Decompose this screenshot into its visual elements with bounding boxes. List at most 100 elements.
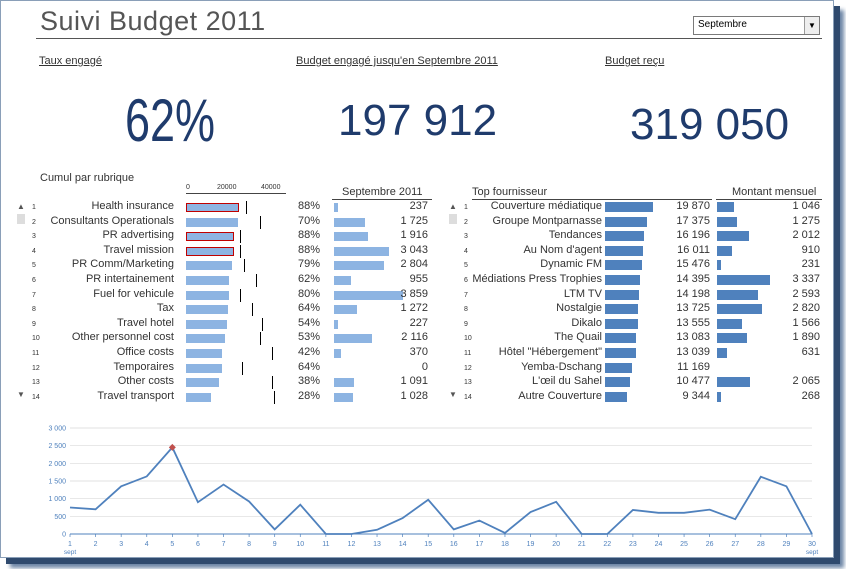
month-dropdown-value: Septembre [698,19,747,30]
fournisseur-total-bar [605,348,637,358]
fournisseur-name: Dikalo [468,317,602,329]
rubrique-month-value: 1 725 [400,214,428,227]
fournisseur-total-value: 13 555 [676,316,710,329]
rubrique-percent: 64% [297,302,320,315]
rubrique-name: Tax [156,302,174,315]
row-number: 1 [32,204,36,211]
scroll-up-icon[interactable]: ▲ [449,202,457,211]
fournisseur-month-value: 2 593 [792,287,820,300]
fournisseur-total-bar [605,260,643,271]
fournisseur-total-value: 10 477 [676,375,710,388]
rubrique-percent: 54% [297,316,320,329]
chart-x-tick-label: 1 [68,541,72,548]
budget-recu-value: 319 050 [630,100,790,149]
rubrique-month-bar [334,392,353,402]
rubrique-name: Travel hotel [116,316,174,329]
fournisseur-name-text: Yemba-Dschang [521,360,602,373]
rubrique-row: 2 Consultants Operationals 70% 1 725 [0,215,440,230]
scroll-down-icon[interactable]: ▼ [449,390,457,399]
fournisseur-row: 6 Médiations Press Trophies 14 395 3 337 [0,273,830,288]
rubrique-month-value: 1 272 [400,302,428,315]
scroll-down-icon[interactable]: ▼ [17,390,25,399]
scroll-thumb[interactable] [449,214,457,224]
fournisseur-month-bar [717,318,743,329]
fournisseur-total-bar [605,377,631,388]
rubrique-engaged-bar [186,276,230,285]
fournisseur-month-header: Montant mensuel [732,186,817,198]
row-number: 10 [464,335,472,343]
chevron-down-icon[interactable]: ▼ [804,17,819,34]
rubrique-name: Health insurance [91,200,174,212]
rubrique-month-bar [334,276,352,285]
row-number: 3 [464,233,468,241]
rubrique-engaged-bar [186,392,211,402]
fournisseur-month-value: 1 890 [792,331,820,344]
chart-x-tick-label: 9 [273,541,277,548]
rubrique-budget-marker [256,274,257,287]
rubrique-row: 13 Other costs 38% 1 091 [0,375,440,390]
rubrique-budget-marker [260,215,261,229]
rubrique-scrollbar[interactable]: ▲ ▼ [16,202,26,402]
chart-y-tick-label: 3 000 [48,426,66,433]
scroll-up-icon[interactable]: ▲ [17,202,25,211]
rubrique-name: Other costs [117,375,174,388]
rubrique-engaged-bar [186,232,234,242]
fournisseur-month-bar [717,377,751,388]
chart-x-tick-label: 19 [527,541,535,548]
fournisseur-row: 14 Autre Couverture 9 344 268 [0,390,830,405]
rubrique-month-header-line [332,199,432,200]
rubrique-row: 8 Tax 64% 1 272 [0,302,440,317]
rubrique-engaged-bar [186,261,232,271]
chart-y-tick-label: 0 [62,532,66,539]
chart-x-tick-label: 21 [578,541,586,548]
rubrique-month-bar [334,349,341,358]
taux-engage-value: 62% [125,87,216,154]
fournisseur-total-bar [605,391,628,402]
rubrique-row: 6 PR intertainement 62% 955 [0,273,440,288]
chart-x-tick-label: 17 [475,541,483,548]
rubrique-month-value: 0 [421,360,428,373]
chart-y-tick-label: 1 500 [48,479,66,486]
rubrique-month-bar [334,334,373,344]
rubrique-month-bar [334,217,366,227]
rubrique-engaged-bar [186,319,227,329]
fournisseur-month-value: 2 012 [792,229,820,242]
chart-x-sub-label: sept [64,549,76,556]
rubrique-name: Consultants Operationals [50,214,174,227]
chart-y-tick-label: 1 000 [48,496,66,503]
fournisseur-total-value: 9 344 [682,389,710,402]
rubrique-percent: 38% [297,375,320,388]
rubrique-percent: 80% [297,287,320,300]
rubrique-row: 5 PR Comm/Marketing 79% 2 804 [0,258,440,273]
month-dropdown[interactable]: Septembre ▼ [693,16,820,35]
fournisseur-month-bar [717,391,722,402]
row-number: 12 [32,364,40,372]
chart-x-tick-label: 4 [145,541,149,548]
rubrique-month-value: 3 859 [400,287,428,300]
fournisseur-scrollbar[interactable]: ▲ ▼ [448,202,458,402]
rubrique-month-value: 1 091 [400,375,428,388]
rubrique-month-bar [334,232,369,242]
budget-engage-value: 197 912 [338,96,498,145]
fournisseur-month-bar [717,202,734,212]
rubrique-percent: 28% [297,389,320,402]
row-number: 6 [32,277,36,284]
fournisseur-header-line [472,199,712,200]
fournisseur-total-value: 15 476 [676,258,710,271]
fournisseur-name: Tendances [468,229,602,241]
rubrique-row: 14 Travel transport 28% 1 028 [0,390,440,405]
fournisseur-total-value: 16 011 [677,243,710,256]
fournisseur-row: 11 Hôtel "Hébergement" 13 039 631 [0,346,830,361]
rubrique-budget-marker [252,303,253,317]
fournisseur-name: Dynamic FM [468,258,602,270]
row-number: 14 [464,393,472,401]
rubrique-percent: 88% [297,243,320,256]
scroll-thumb[interactable] [17,214,25,224]
rubrique-engaged-bar [186,378,219,388]
rubrique-axis-tick-40000: 40000 [261,184,281,191]
row-number: 4 [464,247,468,255]
fournisseur-total-bar [605,245,644,256]
rubrique-budget-marker [246,201,247,214]
fournisseur-row: 12 Yemba-Dschang 11 169 [0,361,830,376]
fournisseur-row: 8 Nostalgie 13 725 2 820 [0,302,830,317]
